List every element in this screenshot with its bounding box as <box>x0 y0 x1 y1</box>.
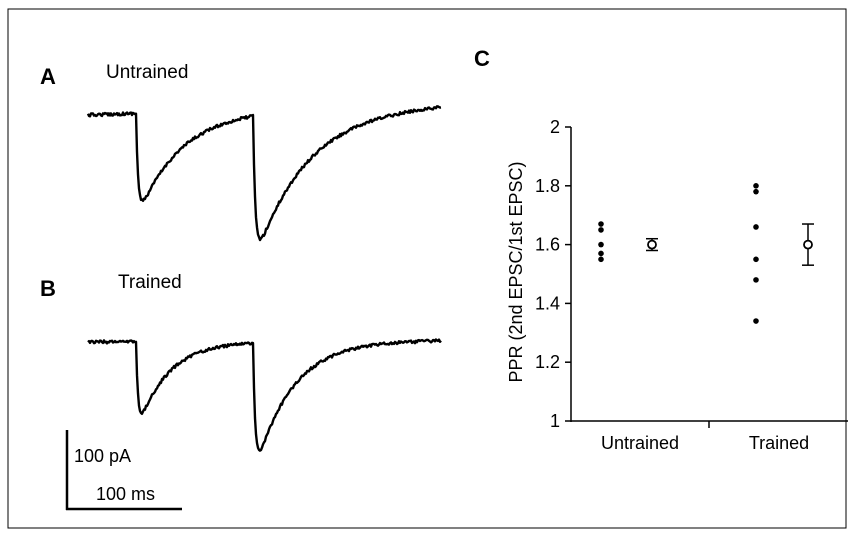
panel-a-title: Untrained <box>106 62 188 83</box>
mean-point <box>647 239 657 250</box>
data-point-trained <box>753 277 759 283</box>
panel-b-title: Trained <box>118 272 182 293</box>
y-tick-label: 1.8 <box>535 176 560 196</box>
data-point-trained <box>753 188 759 195</box>
y-tick-label: 2 <box>550 117 560 137</box>
panel-b-letter: B <box>40 276 56 301</box>
trace-trained <box>87 338 442 452</box>
data-point-untrained <box>598 256 604 263</box>
y-tick-label: 1.2 <box>535 352 560 372</box>
data-point-untrained <box>598 227 604 233</box>
mean-point <box>803 239 813 250</box>
data-point-untrained <box>598 241 604 248</box>
panel-a-letter: A <box>40 64 56 89</box>
ppr-axes: 1 1.2 1.4 1.6 1.8 2 Untrained Trained <box>535 117 848 453</box>
x-category-label: Trained <box>749 433 809 453</box>
trace-untrained <box>86 105 442 242</box>
data-point-trained <box>753 256 759 263</box>
data-point-untrained <box>598 221 604 227</box>
data-point-trained <box>753 183 759 189</box>
scale-bar-horizontal-label: 100 ms <box>96 484 155 504</box>
figure-frame <box>7 8 847 529</box>
y-axis-label: PPR (2nd EPSC/1st EPSC) <box>506 161 526 382</box>
data-point-trained <box>753 224 759 230</box>
data-point-trained <box>753 318 759 324</box>
mean-marker-trained <box>802 223 814 266</box>
y-tick-label: 1.6 <box>535 235 560 255</box>
ppr-marks <box>598 183 814 324</box>
y-tick-label: 1.4 <box>535 293 560 313</box>
data-point-untrained <box>598 250 604 257</box>
y-tick-label: 1 <box>550 411 560 431</box>
mean-marker-untrained <box>646 237 658 252</box>
scale-bar-vertical-label: 100 pA <box>74 446 131 466</box>
x-category-label: Untrained <box>601 433 679 453</box>
panel-c-letter: C <box>474 46 490 71</box>
